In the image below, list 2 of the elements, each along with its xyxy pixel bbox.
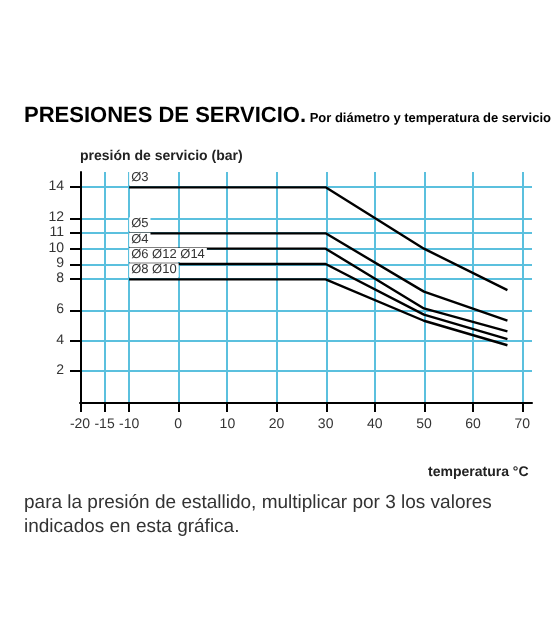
chart-title: PRESIONES DE SERVICIO. [24, 104, 307, 128]
text: para la presión de estallido, multiplicar por 3 los valores indicados en esta gráfica. [24, 492, 494, 540]
